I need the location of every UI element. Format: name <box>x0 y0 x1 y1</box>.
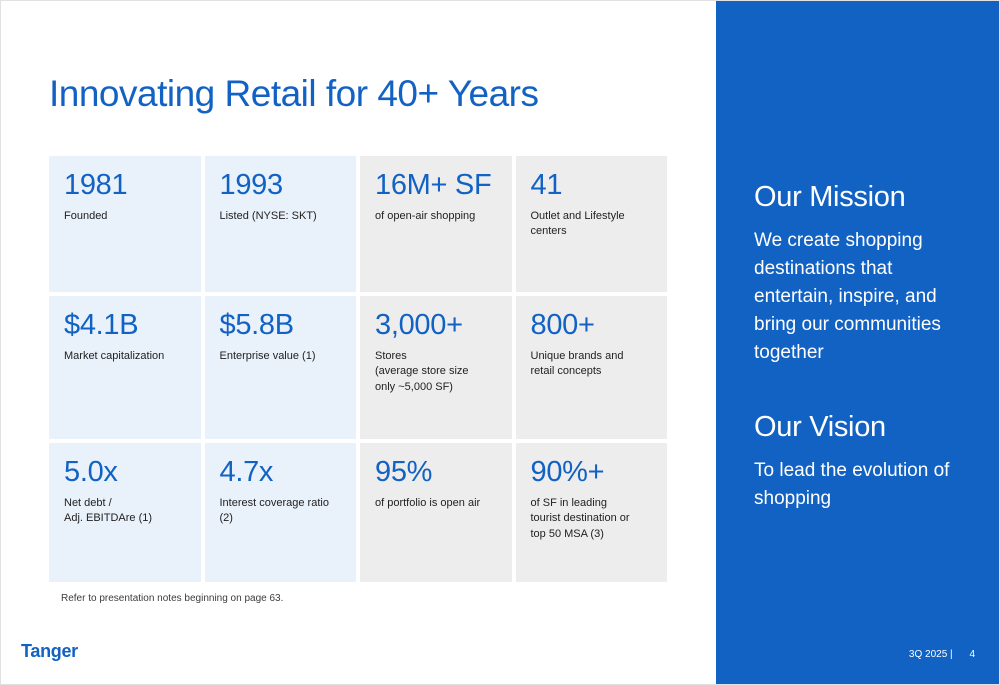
slide-footer-meta: 3Q 2025 | 4 <box>909 649 975 660</box>
stat-value: 800+ <box>530 309 595 341</box>
stat-card-listed: 1993 Listed (NYSE: SKT) <box>204 156 356 292</box>
stat-value: 16M+ SF <box>375 169 492 201</box>
stat-label: of open-air shopping <box>375 210 476 222</box>
stat-value: 5.0x <box>64 456 118 488</box>
stat-value: 95% <box>375 456 433 488</box>
stat-label: of portfolio is open air <box>375 497 481 509</box>
stat-card-stores: 3,000+ Stores (average store size only ~… <box>360 296 512 439</box>
stat-value: 1981 <box>64 169 128 201</box>
stat-card-square-feet: 16M+ SF of open-air shopping <box>360 156 512 292</box>
stat-label: Net debt / Adj. EBITDAre (1) <box>64 497 153 525</box>
stat-value: 3,000+ <box>375 309 463 341</box>
stat-card-tourist-msa: 90%+ of SF in leading tourist destinatio… <box>515 443 667 582</box>
stat-card-open-air: 95% of portfolio is open air <box>360 443 512 582</box>
mission-title: Our Mission <box>754 181 906 213</box>
stat-label: Stores (average store size only ~5,000 S… <box>375 350 469 393</box>
stat-label: of SF in leading tourist destination or … <box>530 497 630 540</box>
stat-label: Enterprise value (1) <box>219 350 316 362</box>
stat-label: Outlet and Lifestyle centers <box>530 210 625 238</box>
stat-card-interest-coverage: 4.7x Interest coverage ratio (2) <box>204 443 356 582</box>
stat-card-brands: 800+ Unique brands and retail concepts <box>515 296 667 439</box>
footnote: Refer to presentation notes beginning on… <box>61 593 284 604</box>
stat-label: Listed (NYSE: SKT) <box>219 210 317 222</box>
page-number: 4 <box>969 649 975 660</box>
slide-title: Innovating Retail for 40+ Years <box>49 73 539 114</box>
stat-card-enterprise-value: $5.8B Enterprise value (1) <box>204 296 356 439</box>
stat-value: $4.1B <box>64 309 139 341</box>
stat-label: Unique brands and retail concepts <box>530 350 624 378</box>
stat-value: 4.7x <box>219 456 274 488</box>
stat-card-market-cap: $4.1B Market capitalization <box>49 296 201 439</box>
stat-value: $5.8B <box>219 309 295 341</box>
stat-value: 41 <box>530 169 563 201</box>
stat-value: 90%+ <box>530 456 605 488</box>
mission-vision-panel: Our Mission We create shopping destinati… <box>716 1 999 684</box>
tanger-logo: Tanger <box>21 641 78 661</box>
stats-grid: 1981 Founded 1993 Listed (NYSE: SKT) 16M… <box>49 156 667 582</box>
stat-card-net-debt: 5.0x Net debt / Adj. EBITDAre (1) <box>49 443 201 582</box>
stat-value: 1993 <box>219 169 284 201</box>
stat-label: Interest coverage ratio (2) <box>219 497 329 525</box>
stat-card-centers: 41 Outlet and Lifestyle centers <box>515 156 667 292</box>
report-period: 3Q 2025 | <box>908 649 953 660</box>
vision-body: To lead the evolution of shopping <box>754 460 950 509</box>
stat-label: Founded <box>64 210 108 222</box>
stat-label: Market capitalization <box>64 350 165 362</box>
vision-title: Our Vision <box>754 411 886 443</box>
stat-card-founded: 1981 Founded <box>49 156 201 292</box>
mission-body: We create shopping destinations that ent… <box>754 230 941 363</box>
